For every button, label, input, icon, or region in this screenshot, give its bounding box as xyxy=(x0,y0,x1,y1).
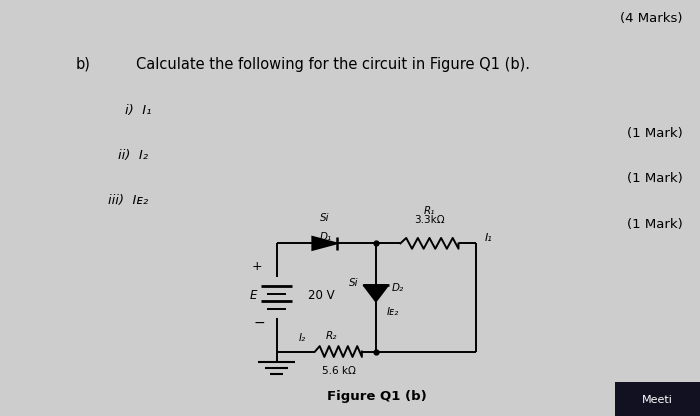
Polygon shape xyxy=(363,285,389,302)
Text: (1 Mark): (1 Mark) xyxy=(626,172,682,186)
Text: (1 Mark): (1 Mark) xyxy=(626,126,682,140)
Text: D₁: D₁ xyxy=(320,232,332,242)
Text: ii)  I₂: ii) I₂ xyxy=(118,149,148,163)
Text: iii)  Iᴇ₂: iii) Iᴇ₂ xyxy=(108,194,148,207)
Text: Calculate the following for the circuit in Figure Q1 (b).: Calculate the following for the circuit … xyxy=(136,57,531,72)
Text: Si: Si xyxy=(320,213,330,223)
Text: R₂: R₂ xyxy=(326,331,337,341)
Text: b): b) xyxy=(76,57,90,72)
Text: D₂: D₂ xyxy=(391,283,403,293)
Text: 20 V: 20 V xyxy=(308,289,335,302)
Text: −: − xyxy=(253,315,265,329)
Text: Si: Si xyxy=(349,278,358,288)
Text: I₁: I₁ xyxy=(484,233,492,243)
Text: E: E xyxy=(249,289,257,302)
Text: (4 Marks): (4 Marks) xyxy=(620,12,682,25)
Text: i)  I₁: i) I₁ xyxy=(125,104,151,117)
Text: +: + xyxy=(251,260,262,273)
Text: R₁: R₁ xyxy=(424,206,435,216)
Text: Iᴇ₂: Iᴇ₂ xyxy=(386,307,399,317)
Polygon shape xyxy=(312,237,337,250)
Text: Figure Q1 (b): Figure Q1 (b) xyxy=(327,389,426,403)
Text: Meeti: Meeti xyxy=(642,395,673,405)
FancyBboxPatch shape xyxy=(615,382,700,416)
Text: (1 Mark): (1 Mark) xyxy=(626,218,682,231)
Text: 3.3kΩ: 3.3kΩ xyxy=(414,215,444,225)
Text: 5.6 kΩ: 5.6 kΩ xyxy=(321,366,356,376)
Text: I₂: I₂ xyxy=(299,333,306,343)
